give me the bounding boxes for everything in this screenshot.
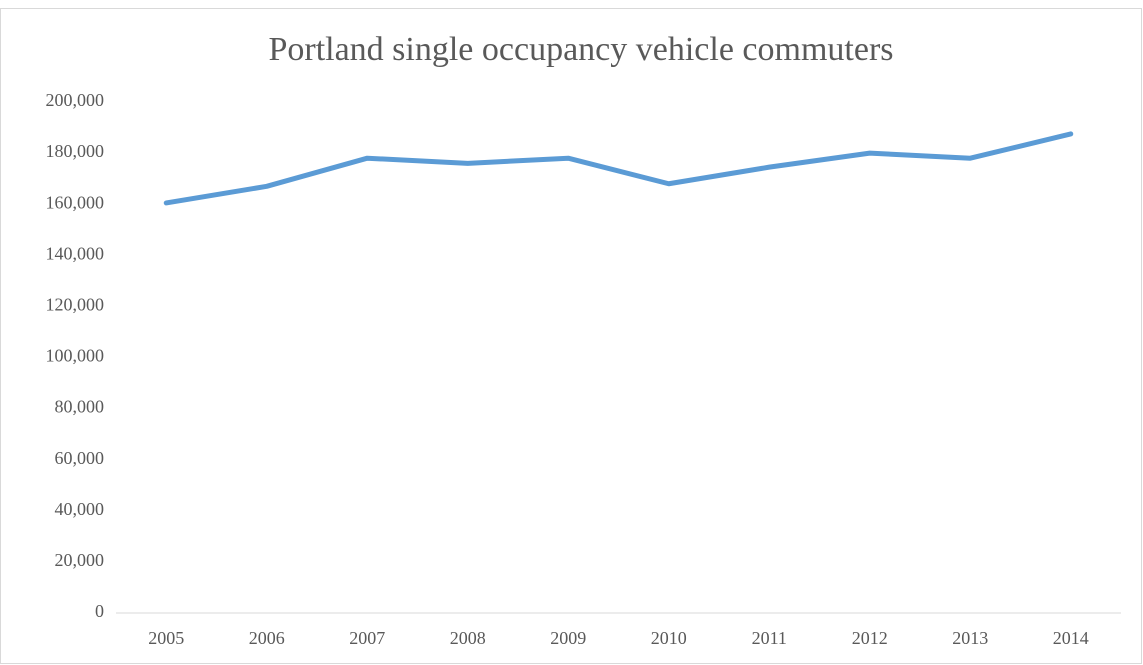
x-tick-label: 2010 [651, 628, 687, 648]
x-tick-label: 2007 [349, 628, 385, 648]
x-tick-label: 2008 [450, 628, 486, 648]
x-tick-label: 2005 [148, 628, 184, 648]
y-tick-label: 60,000 [55, 448, 105, 468]
y-tick-label: 80,000 [55, 397, 105, 417]
chart-title: Portland single occupancy vehicle commut… [268, 31, 893, 68]
x-tick-label: 2013 [952, 628, 988, 648]
y-tick-label: 100,000 [46, 346, 105, 366]
x-tick-label: 2012 [852, 628, 888, 648]
y-tick-label: 200,000 [46, 90, 105, 110]
x-tick-label: 2009 [550, 628, 586, 648]
x-tick-label: 2006 [249, 628, 285, 648]
y-tick-label: 160,000 [46, 192, 105, 212]
y-tick-label: 20,000 [55, 550, 105, 570]
x-tick-label: 2014 [1053, 628, 1089, 648]
y-tick-label: 40,000 [55, 499, 105, 519]
y-tick-label: 0 [95, 601, 104, 621]
y-tick-label: 180,000 [46, 141, 105, 161]
x-tick-label: 2011 [752, 628, 787, 648]
y-tick-label: 140,000 [46, 243, 105, 263]
chart-border [0, 8, 1142, 664]
y-tick-label: 120,000 [46, 295, 105, 315]
line-series [163, 131, 1074, 206]
